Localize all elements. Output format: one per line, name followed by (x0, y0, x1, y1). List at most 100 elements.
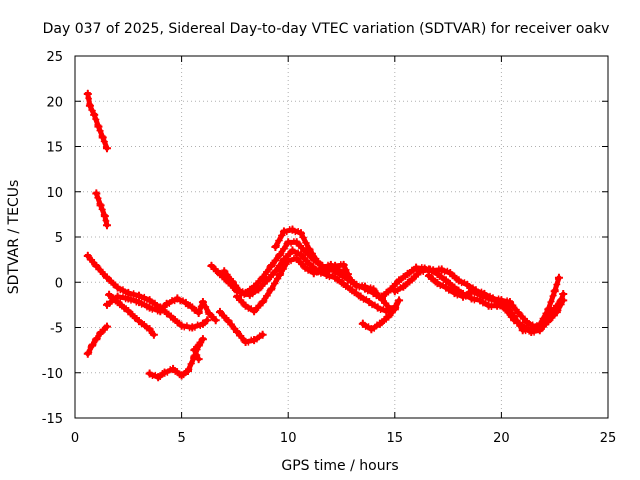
data-point (141, 300, 148, 307)
data-point (89, 256, 96, 263)
y-tick-label: 0 (55, 276, 63, 291)
data-point (145, 296, 154, 305)
data-point (190, 346, 199, 355)
data-point (484, 301, 493, 310)
data-point (113, 283, 122, 292)
data-point (310, 263, 317, 270)
data-point (160, 368, 169, 377)
data-point (284, 256, 293, 265)
data-point (88, 341, 97, 350)
data-point (177, 371, 186, 380)
data-point (519, 313, 526, 320)
data-point (541, 315, 548, 322)
data-point (403, 270, 412, 279)
data-point (156, 307, 165, 316)
data-point (141, 321, 148, 328)
data-point (233, 282, 240, 289)
data-point (101, 138, 108, 145)
data-point (102, 300, 111, 309)
data-point (297, 242, 304, 249)
data-point (303, 240, 310, 247)
data-point (254, 285, 263, 294)
data-point (92, 261, 101, 270)
x-tick-label: 20 (493, 431, 510, 446)
data-point (95, 195, 102, 202)
data-point (211, 316, 220, 325)
data-point (241, 337, 250, 346)
data-point (383, 300, 390, 307)
data-point (271, 242, 280, 251)
data-points (83, 89, 568, 382)
data-point (518, 321, 527, 330)
data-point (89, 107, 96, 114)
data-point (198, 298, 207, 307)
data-point (215, 308, 224, 317)
data-point (544, 305, 553, 314)
data-point (548, 298, 555, 305)
data-point (92, 189, 101, 198)
data-point (224, 317, 233, 326)
data-point (360, 282, 369, 291)
data-point (288, 225, 297, 234)
data-point (85, 101, 94, 110)
data-point (151, 299, 158, 306)
series-arc-7 (146, 335, 206, 380)
data-point (250, 307, 259, 316)
data-point (339, 280, 348, 289)
data-point (309, 269, 318, 278)
data-point (205, 309, 214, 318)
data-point (100, 212, 109, 221)
data-point (145, 303, 154, 312)
data-point (102, 221, 111, 230)
data-point (353, 289, 360, 296)
data-point (305, 245, 314, 254)
data-point (134, 298, 143, 307)
data-point (172, 316, 179, 323)
data-point (233, 292, 242, 301)
data-point (212, 265, 219, 272)
data-point (455, 286, 462, 293)
data-point (124, 307, 133, 316)
data-point (446, 269, 455, 278)
data-point (433, 270, 442, 279)
data-point (194, 309, 203, 318)
data-point (238, 332, 245, 339)
data-point (544, 317, 553, 326)
data-point (407, 275, 416, 284)
data-point (550, 287, 559, 296)
data-point (484, 294, 493, 303)
data-point (301, 263, 310, 272)
data-point (245, 290, 254, 299)
data-point (463, 280, 472, 289)
data-point (281, 245, 288, 252)
data-point (373, 303, 382, 312)
data-point (215, 270, 224, 279)
data-point (416, 267, 425, 276)
data-point (314, 258, 323, 267)
data-point (149, 330, 158, 339)
data-point (92, 335, 101, 344)
x-tick-label: 10 (280, 431, 297, 446)
x-axis-label: GPS time / hours (281, 458, 398, 474)
data-point (501, 305, 510, 314)
y-tick-label: 25 (46, 50, 63, 65)
y-tick-label: -5 (50, 322, 63, 337)
data-point (339, 261, 348, 270)
data-point (550, 292, 557, 299)
data-point (198, 319, 207, 328)
data-point (162, 299, 171, 308)
data-point (194, 355, 203, 364)
data-point (134, 317, 143, 326)
data-point (96, 201, 105, 210)
data-point (119, 286, 126, 293)
y-axis-label: SDTVAR / TECUs (6, 180, 22, 295)
data-point (224, 271, 231, 278)
data-point (188, 303, 197, 312)
data-point (300, 234, 307, 241)
data-point (275, 271, 284, 280)
data-point (203, 316, 212, 325)
y-tick-label: 20 (46, 95, 63, 110)
data-point (237, 289, 246, 298)
data-point (141, 293, 148, 300)
